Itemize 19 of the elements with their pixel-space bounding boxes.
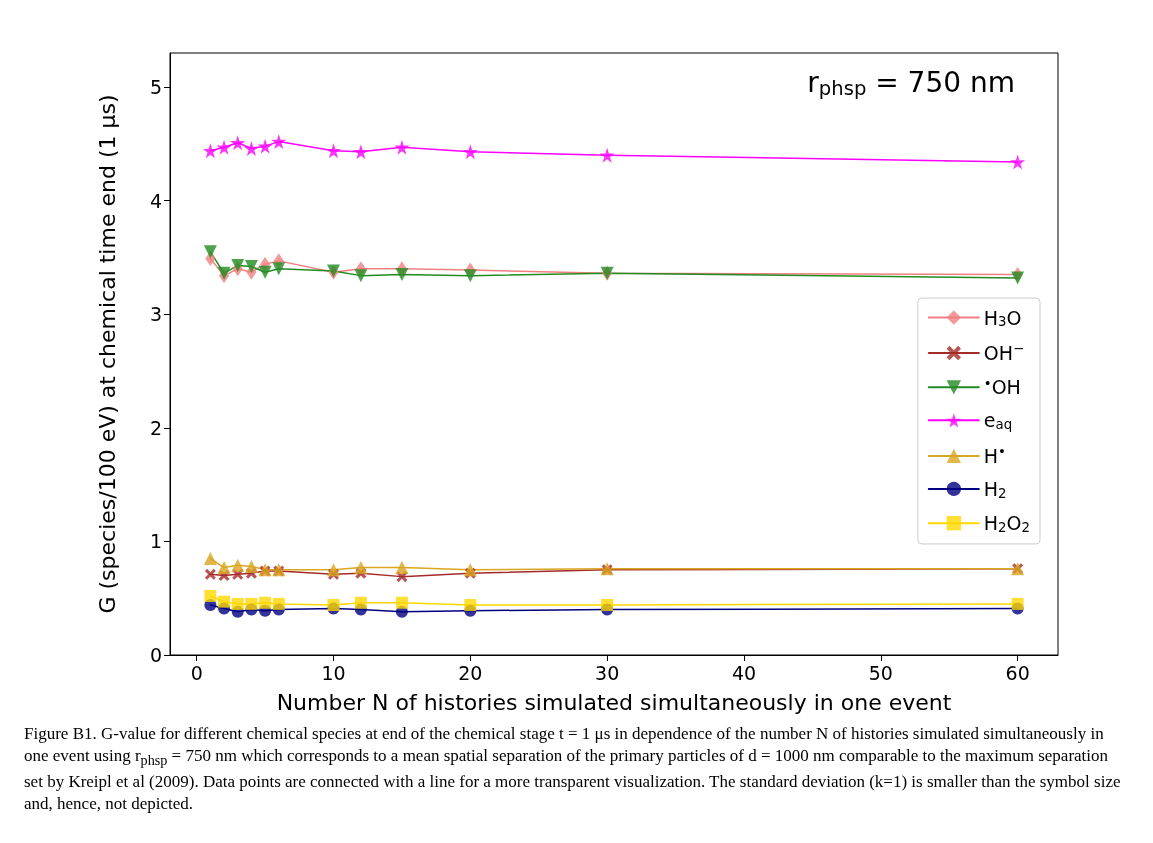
- legend-label: OH−: [983, 341, 1025, 365]
- x-tick-label: 20: [458, 661, 483, 684]
- x-axis-title: Number N of histories simulated simultaneously in one event: [276, 689, 952, 715]
- y-tick-label: 0: [149, 644, 162, 666]
- legend-label: H•: [983, 444, 1006, 467]
- y-axis-title: G (species/100 eV) at chemical time end (1 μs): [94, 94, 120, 614]
- y-tick-label: 2: [149, 416, 162, 439]
- x-tick-label: 0: [190, 661, 203, 684]
- x-tick-label: 50: [868, 661, 893, 684]
- x-tick-label: 40: [731, 661, 757, 684]
- x-tick-label: 30: [595, 661, 620, 684]
- legend-label: •OH: [983, 375, 1021, 399]
- x-tick-label: 10: [321, 661, 346, 684]
- y-tick-label: 4: [149, 189, 162, 212]
- caption: Figure B1. G-value for different chemical species at end of the chemical stage t = 1 μs in dependence of the number N of histories simulated simultaneously in one event using r$_{phsp}$ = 750 nm which corresponds to a mean spatial separation of the primary particles of d = 1000 nm comparable to the maximum separation set by Kreipl et al (2009). Data points are connected with a line for a more transparent visualization. The standard deviation (k=1) is smaller than the symbol size and, hence, not depicted.: [23, 723, 1122, 816]
- x-tick-label: 60: [1005, 661, 1030, 684]
- y-tick-label: 5: [149, 76, 162, 99]
- y-tick-label: 1: [149, 530, 162, 553]
- y-tick-label: 3: [149, 303, 162, 326]
